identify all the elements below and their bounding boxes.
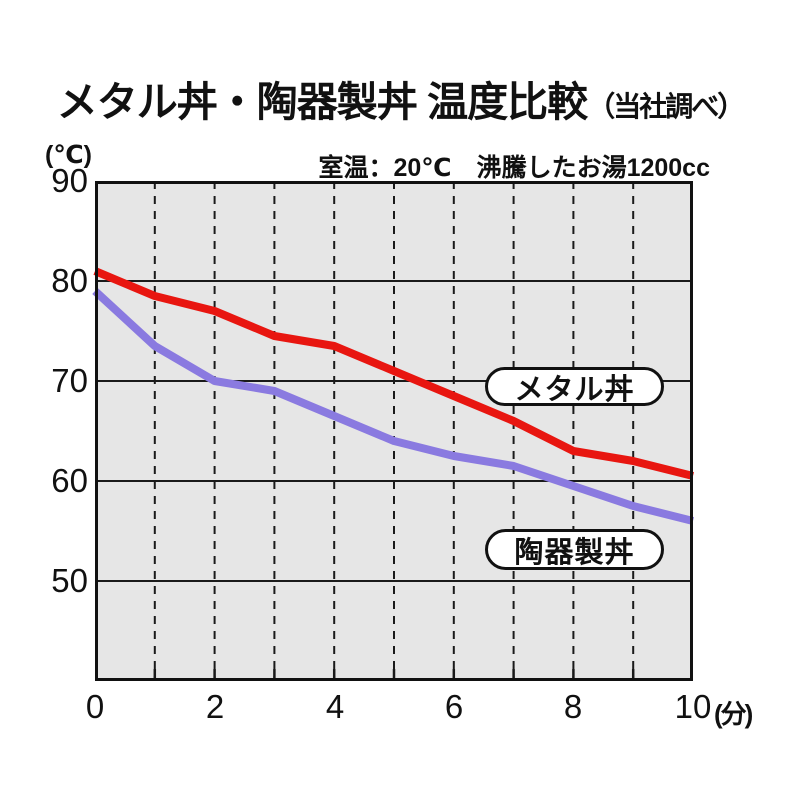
temperature-line-chart xyxy=(92,181,694,681)
y-tick-label-50: 50 xyxy=(51,561,88,599)
plot-border xyxy=(95,181,693,681)
y-tick-label-70: 70 xyxy=(51,361,88,399)
metal-bowl-label-text: メタル丼 xyxy=(514,373,635,406)
x-axis-unit-label: (分) xyxy=(714,699,753,729)
plot-area xyxy=(92,181,694,681)
x-tick-label-6: 6 xyxy=(444,688,464,725)
plot-background xyxy=(95,181,693,681)
y-axis-unit-label: (℃) xyxy=(45,141,92,169)
y-tick-label-90: 90 xyxy=(51,161,88,199)
x-tick-label-8: 8 xyxy=(563,688,583,725)
x-tick-label-0: 0 xyxy=(85,688,105,725)
y-tick-label-60: 60 xyxy=(51,461,88,499)
x-tick-label-2: 2 xyxy=(205,688,225,725)
chart-conditions-subtitle: 室温：20℃ 沸騰したお湯1200cc xyxy=(318,154,710,182)
ceramic-bowl-line xyxy=(92,288,694,525)
ceramic-bowl-series-label: 陶器製丼 xyxy=(485,529,664,570)
page-title: メタル丼・陶器製丼 温度比較 （当社調べ） xyxy=(0,68,800,128)
x-tick-label-10: 10 xyxy=(674,688,712,725)
title-note-text: （当社調べ） xyxy=(587,91,745,122)
ceramic-bowl-label-text: 陶器製丼 xyxy=(514,536,635,569)
metal-bowl-line xyxy=(93,267,694,480)
title-main-text: メタル丼・陶器製丼 温度比較 xyxy=(56,79,588,125)
y-tick-label-80: 80 xyxy=(51,261,88,299)
metal-bowl-series-label: メタル丼 xyxy=(485,367,664,406)
x-tick-label-4: 4 xyxy=(325,688,345,725)
